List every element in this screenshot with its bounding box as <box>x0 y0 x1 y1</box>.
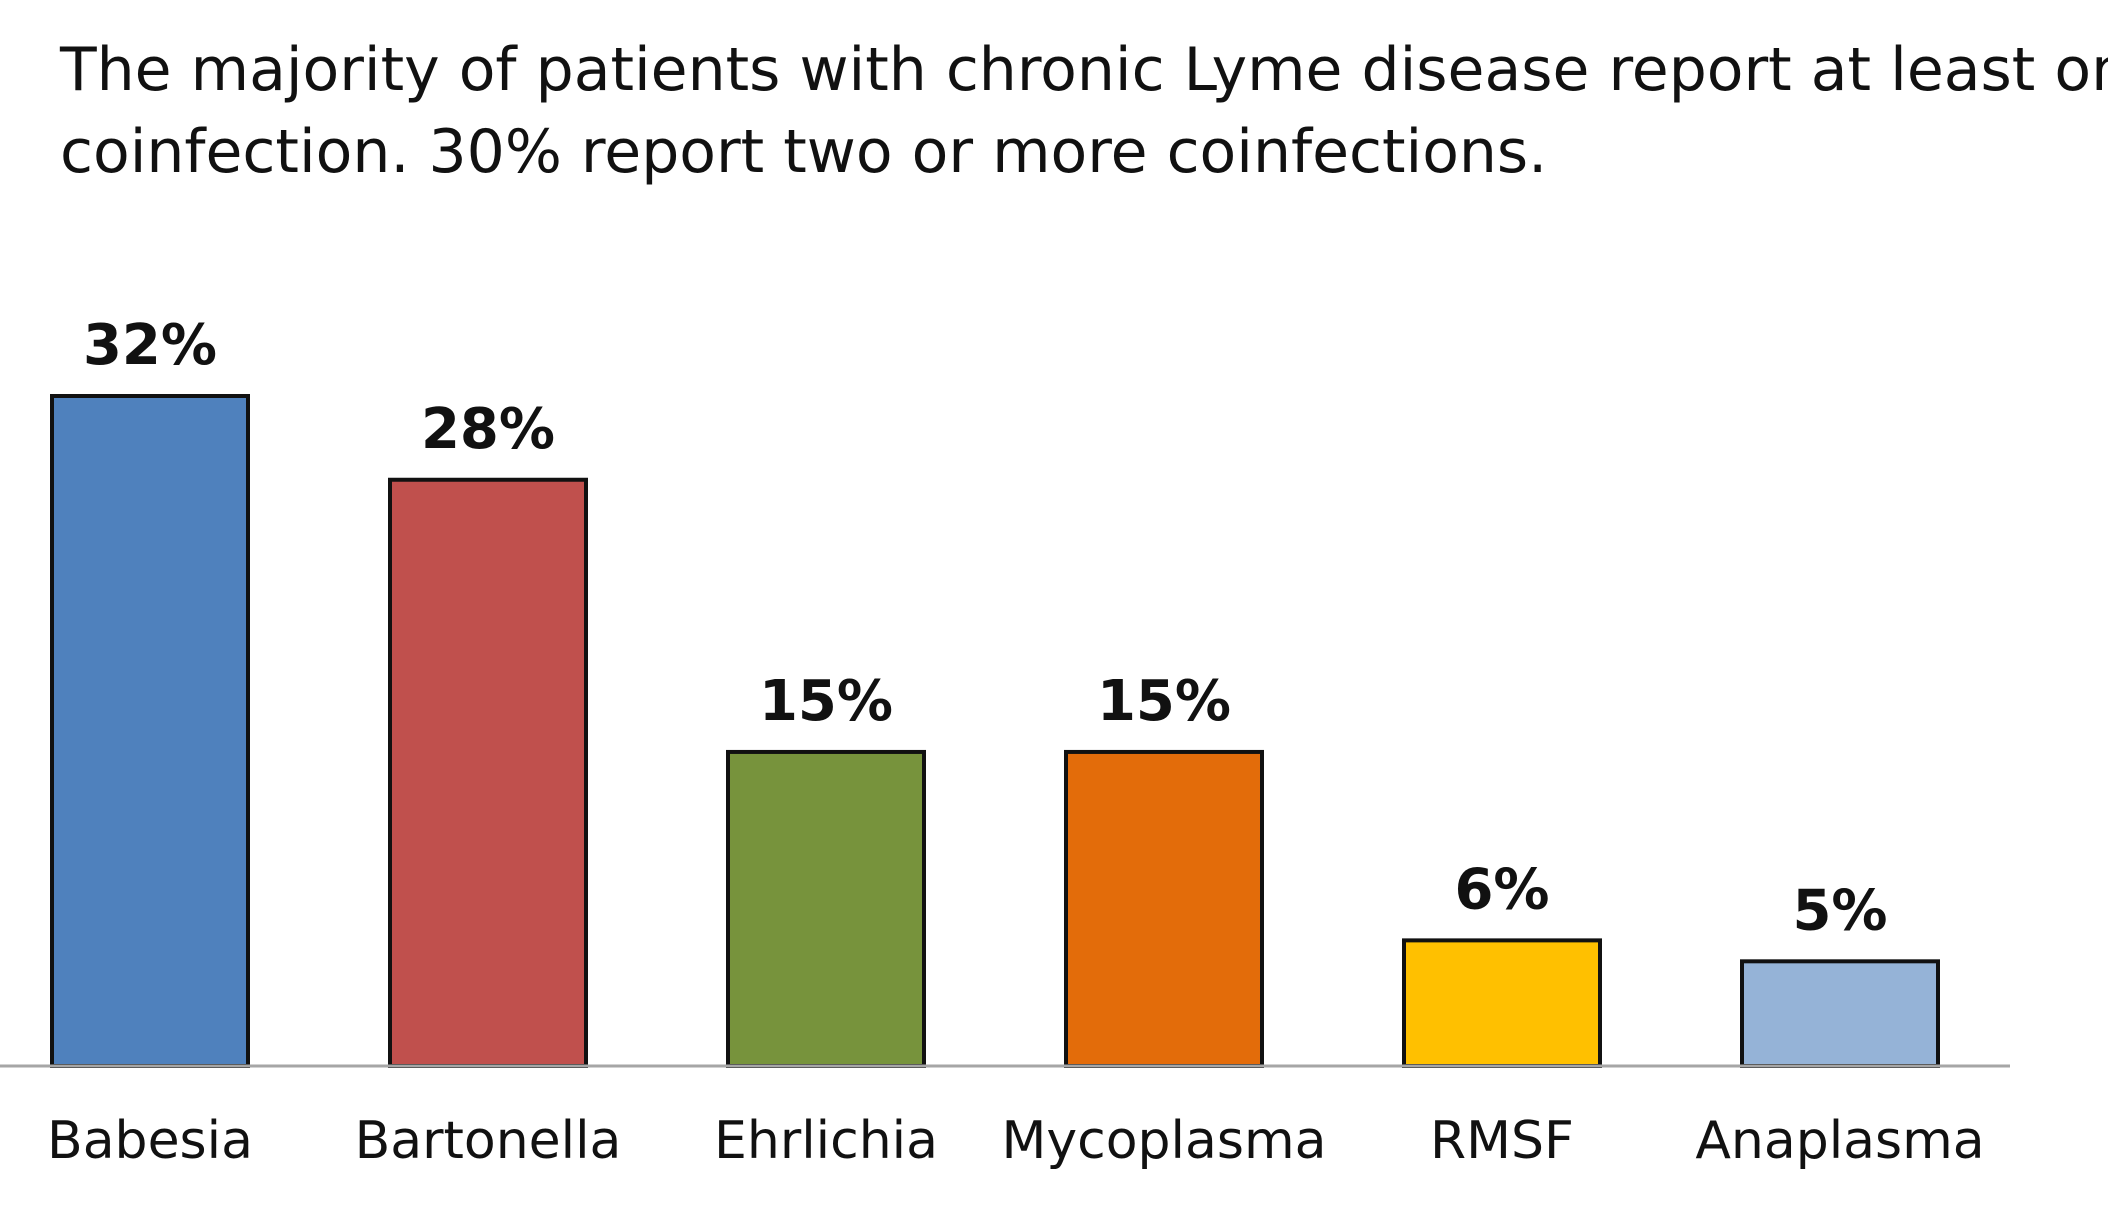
value-label-bartonella: 28% <box>421 397 555 462</box>
value-labels: 32% 28% 15% 15% 6% 5% <box>83 313 1888 943</box>
chart-title-line-1: The majority of patients with chronic Ly… <box>59 35 2108 105</box>
category-label-anaplasma: Anaplasma <box>1695 1111 1984 1171</box>
value-label-anaplasma: 5% <box>1792 878 1887 943</box>
category-label-bartonella: Bartonella <box>355 1111 622 1171</box>
category-label-babesia: Babesia <box>47 1111 253 1171</box>
value-label-ehrlichia: 15% <box>759 669 893 734</box>
bar-babesia <box>50 394 250 1068</box>
bar-mycoplasma <box>1064 749 1264 1068</box>
value-label-babesia: 32% <box>83 313 217 378</box>
bar-rmsf <box>1402 938 1602 1068</box>
chart-title-line-2: coinfection. 30% report two or more coin… <box>60 117 1547 187</box>
chart-title: The majority of patients with chronic Ly… <box>59 35 2108 187</box>
bar-anaplasma <box>1740 959 1940 1068</box>
bars <box>50 394 1940 1068</box>
value-label-mycoplasma: 15% <box>1097 669 1231 734</box>
value-label-rmsf: 6% <box>1454 857 1549 922</box>
bar-ehrlichia <box>726 749 926 1068</box>
category-labels: Babesia Bartonella Ehrlichia Mycoplasma RMSF… <box>47 1111 1985 1171</box>
category-label-ehrlichia: Ehrlichia <box>714 1111 938 1171</box>
category-label-mycoplasma: Mycoplasma <box>1002 1111 1327 1171</box>
bar-bartonella <box>388 477 588 1068</box>
category-label-rmsf: RMSF <box>1430 1111 1574 1171</box>
